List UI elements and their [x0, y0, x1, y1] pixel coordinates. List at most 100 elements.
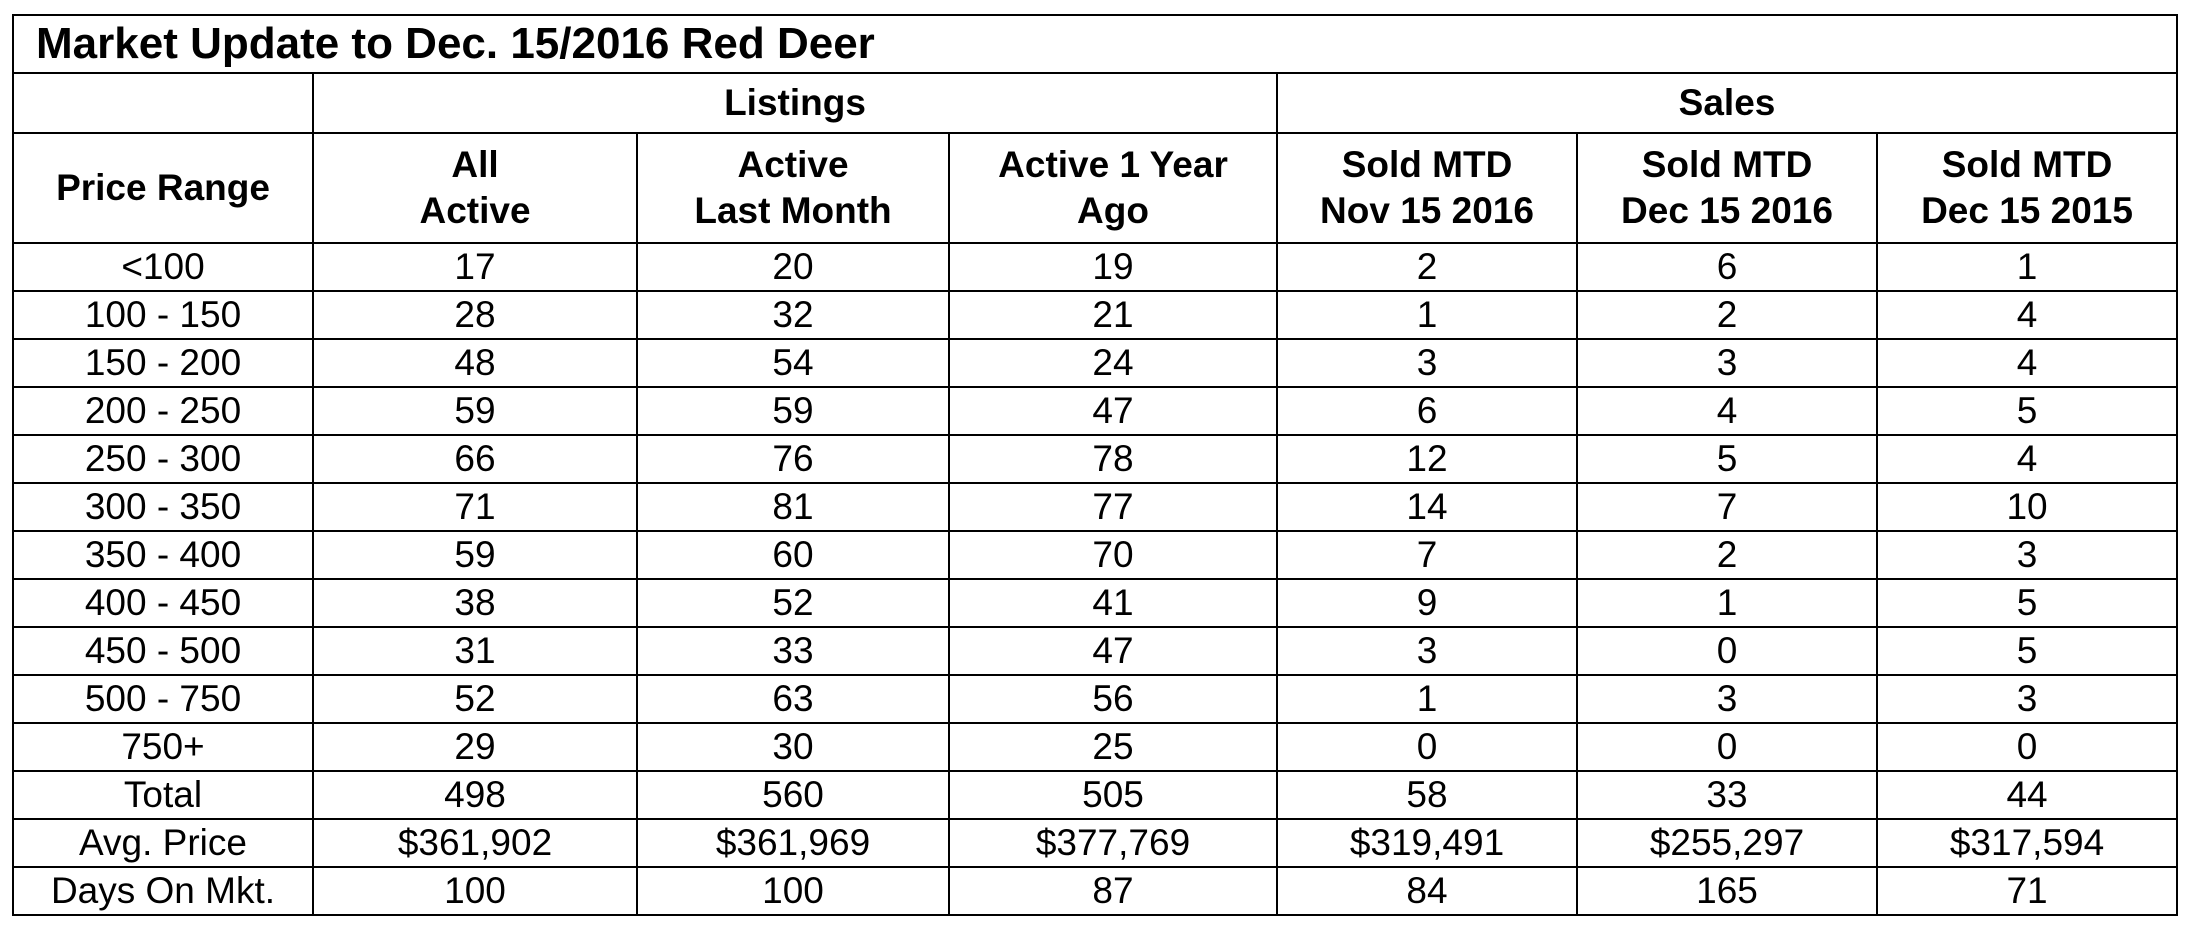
active-1-year-ago-cell: 47 — [948, 386, 1278, 436]
sold-mtd-dec-2015-cell: 3 — [1875, 674, 2179, 724]
sold-mtd-nov-2016-cell: 84 — [1276, 866, 1578, 916]
sold-mtd-nov-2016-cell: 3 — [1276, 338, 1578, 388]
price-range-cell: 750+ — [12, 722, 314, 772]
sold-mtd-nov-2016-cell: $319,491 — [1276, 818, 1578, 868]
sold-mtd-dec-2016-cell: 2 — [1576, 530, 1878, 580]
all-active-cell: 52 — [312, 674, 638, 724]
market-update-table: Market Update to Dec. 15/2016 Red Deer L… — [11, 14, 2179, 916]
active-1-year-ago-cell: 505 — [948, 770, 1278, 820]
active-last-month-header: Active Last Month — [636, 132, 950, 244]
group-header-row: Listings Sales — [12, 72, 2179, 134]
price-range-cell: Total — [12, 770, 314, 820]
sold-mtd-dec-2015-cell: 4 — [1875, 290, 2179, 340]
sold-mtd-dec-2015-cell: 5 — [1875, 386, 2179, 436]
sold-mtd-dec-2016-cell: 4 — [1576, 386, 1878, 436]
sold-mtd-dec-2015-cell: 5 — [1875, 626, 2179, 676]
sold-mtd-nov-2016-cell: 7 — [1276, 530, 1578, 580]
active-last-month-cell: 20 — [636, 242, 950, 292]
sold-mtd-dec-2016-cell: 5 — [1576, 434, 1878, 484]
sold-mtd-dec-2016-cell: $255,297 — [1576, 818, 1878, 868]
title-row: Market Update to Dec. 15/2016 Red Deer — [11, 14, 2179, 74]
table-row: 150 - 200 48 54 24 3 3 4 — [12, 338, 2179, 388]
sold-mtd-dec-2015-header: Sold MTD Dec 15 2015 — [1875, 132, 2179, 244]
column-header-row: Price Range All Active Active Last Month… — [12, 132, 2179, 244]
table-row: 250 - 300 66 76 78 12 5 4 — [12, 434, 2179, 484]
blank-header-cell — [12, 72, 314, 134]
sold-mtd-dec-2016-cell: 2 — [1576, 290, 1878, 340]
sold-mtd-dec-2015-cell: 44 — [1875, 770, 2179, 820]
active-1-year-ago-header: Active 1 Year Ago — [948, 132, 1278, 244]
price-range-header: Price Range — [12, 132, 314, 244]
sold-mtd-dec-2016-cell: 0 — [1576, 626, 1878, 676]
sold-mtd-dec-2016-cell: 1 — [1576, 578, 1878, 628]
header-line: Dec 15 2016 — [1621, 190, 1833, 231]
sold-mtd-dec-2015-cell: 71 — [1875, 866, 2179, 916]
sold-mtd-nov-2016-cell: 2 — [1276, 242, 1578, 292]
sold-mtd-dec-2016-header: Sold MTD Dec 15 2016 — [1576, 132, 1878, 244]
header-line: Nov 15 2016 — [1320, 190, 1534, 231]
header-line: Sold MTD — [1641, 144, 1813, 185]
table-row: Total 498 560 505 58 33 44 — [12, 770, 2179, 820]
table-title: Market Update to Dec. 15/2016 Red Deer — [11, 14, 2179, 74]
sold-mtd-nov-2016-cell: 58 — [1276, 770, 1578, 820]
table-row: 400 - 450 38 52 41 9 1 5 — [12, 578, 2179, 628]
header-line: Active 1 Year — [998, 144, 1228, 185]
sold-mtd-nov-2016-cell: 0 — [1276, 722, 1578, 772]
price-range-cell: <100 — [12, 242, 314, 292]
price-range-cell: 450 - 500 — [12, 626, 314, 676]
price-range-cell: Days On Mkt. — [12, 866, 314, 916]
price-range-cell: 500 - 750 — [12, 674, 314, 724]
header-line: All — [451, 144, 499, 185]
price-range-cell: 350 - 400 — [12, 530, 314, 580]
sold-mtd-nov-2016-cell: 3 — [1276, 626, 1578, 676]
table-row: 350 - 400 59 60 70 7 2 3 — [12, 530, 2179, 580]
active-last-month-cell: 81 — [636, 482, 950, 532]
price-range-cell: 250 - 300 — [12, 434, 314, 484]
price-range-cell: 300 - 350 — [12, 482, 314, 532]
table-row: 300 - 350 71 81 77 14 7 10 — [12, 482, 2179, 532]
active-last-month-cell: 33 — [636, 626, 950, 676]
sold-mtd-nov-2016-cell: 14 — [1276, 482, 1578, 532]
table-row: 100 - 150 28 32 21 1 2 4 — [12, 290, 2179, 340]
all-active-cell: 100 — [312, 866, 638, 916]
header-line: Active — [737, 144, 849, 185]
price-range-cell: 150 - 200 — [12, 338, 314, 388]
sold-mtd-nov-2016-cell: 12 — [1276, 434, 1578, 484]
sold-mtd-nov-2016-cell: 9 — [1276, 578, 1578, 628]
all-active-cell: 48 — [312, 338, 638, 388]
header-line: Sold MTD — [1941, 144, 2113, 185]
sold-mtd-dec-2016-cell: 7 — [1576, 482, 1878, 532]
sold-mtd-nov-2016-cell: 1 — [1276, 290, 1578, 340]
sold-mtd-nov-2016-cell: 1 — [1276, 674, 1578, 724]
table-row: 200 - 250 59 59 47 6 4 5 — [12, 386, 2179, 436]
active-last-month-cell: 59 — [636, 386, 950, 436]
sold-mtd-nov-2016-header: Sold MTD Nov 15 2016 — [1276, 132, 1578, 244]
active-1-year-ago-cell: 56 — [948, 674, 1278, 724]
header-line: Active — [419, 190, 531, 231]
active-1-year-ago-cell: 19 — [948, 242, 1278, 292]
active-1-year-ago-cell: 41 — [948, 578, 1278, 628]
sold-mtd-dec-2016-cell: 6 — [1576, 242, 1878, 292]
sold-mtd-dec-2015-cell: 5 — [1875, 578, 2179, 628]
all-active-cell: 59 — [312, 386, 638, 436]
active-last-month-cell: 30 — [636, 722, 950, 772]
active-last-month-cell: 54 — [636, 338, 950, 388]
sales-group-header: Sales — [1275, 72, 2179, 134]
sold-mtd-dec-2016-cell: 165 — [1576, 866, 1878, 916]
sold-mtd-nov-2016-cell: 6 — [1276, 386, 1578, 436]
active-1-year-ago-cell: 24 — [948, 338, 1278, 388]
table-row: 500 - 750 52 63 56 1 3 3 — [12, 674, 2179, 724]
table-row: Days On Mkt. 100 100 87 84 165 71 — [12, 866, 2179, 916]
active-last-month-cell: 100 — [636, 866, 950, 916]
header-line: Sold MTD — [1341, 144, 1513, 185]
price-range-cell: 100 - 150 — [12, 290, 314, 340]
table-row: Avg. Price $361,902 $361,969 $377,769 $319,4… — [12, 818, 2179, 868]
active-last-month-cell: 32 — [636, 290, 950, 340]
all-active-header: All Active — [312, 132, 638, 244]
sold-mtd-dec-2016-cell: 3 — [1576, 674, 1878, 724]
active-1-year-ago-cell: 47 — [948, 626, 1278, 676]
all-active-cell: 66 — [312, 434, 638, 484]
active-1-year-ago-cell: 70 — [948, 530, 1278, 580]
all-active-cell: 498 — [312, 770, 638, 820]
listings-group-header: Listings — [312, 72, 1278, 134]
